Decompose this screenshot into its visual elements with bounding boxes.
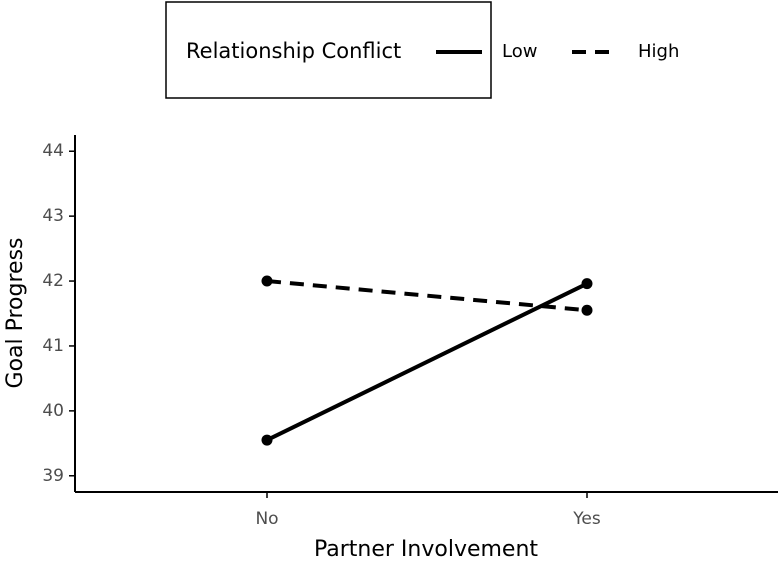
data-point xyxy=(581,278,593,290)
x-tick-label: Yes xyxy=(572,509,601,529)
legend-label: High xyxy=(638,41,679,62)
series-line xyxy=(266,279,588,313)
y-tick-label: 41 xyxy=(42,336,64,356)
y-tick-label: 40 xyxy=(42,401,64,421)
legend-label: Low xyxy=(502,41,537,62)
data-point xyxy=(261,275,273,287)
y-tick-label: 43 xyxy=(42,206,64,226)
y-tick-label: 44 xyxy=(42,141,64,161)
y-tick-label: 42 xyxy=(42,271,64,291)
data-point xyxy=(261,434,273,446)
series-line xyxy=(266,281,588,442)
legend-title: Relationship Conflict xyxy=(186,39,401,63)
y-axis-title: Goal Progress xyxy=(3,238,28,389)
x-axis-title: Partner Involvement xyxy=(314,537,538,562)
x-tick-label: No xyxy=(255,509,278,529)
y-tick-label: 39 xyxy=(42,466,64,486)
data-point xyxy=(581,304,593,316)
